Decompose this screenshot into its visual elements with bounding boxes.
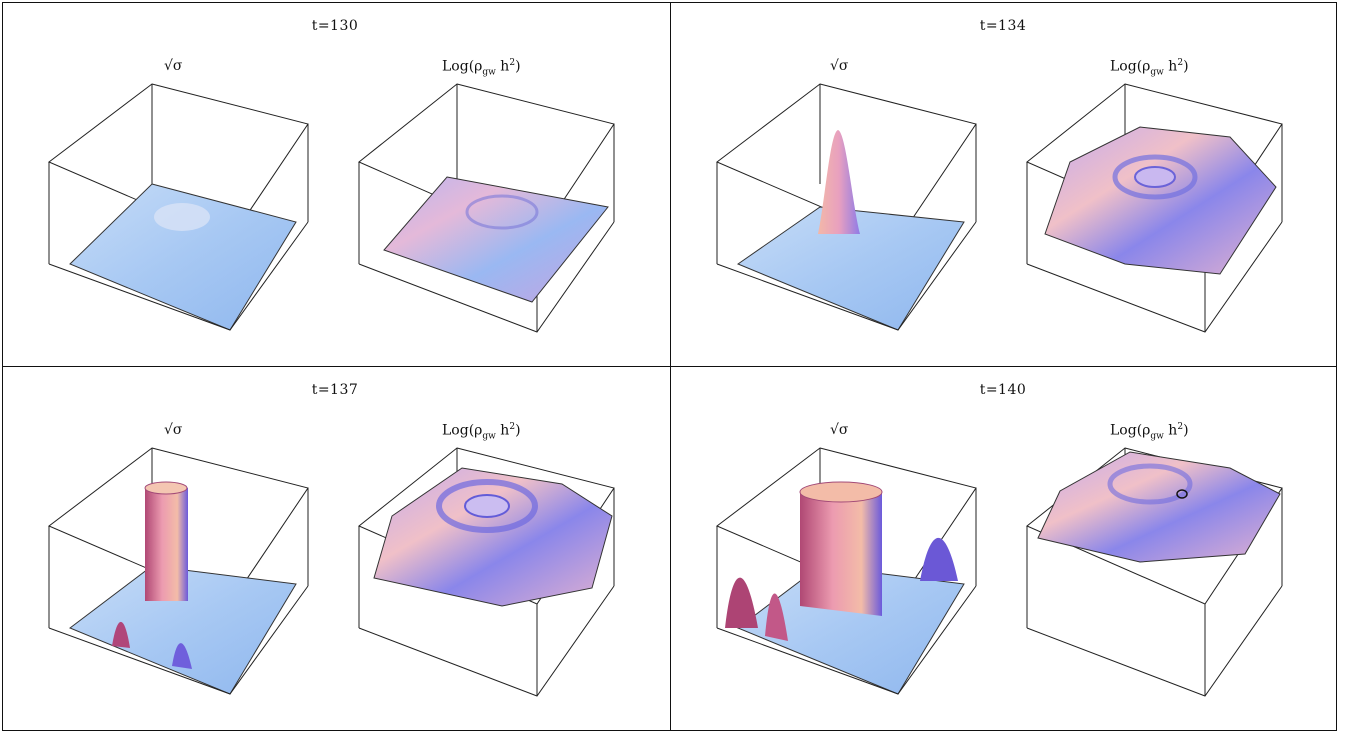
sqrt-sigma-plot: [716, 83, 977, 331]
log-rho-label: Log(ρgw h2): [442, 58, 521, 78]
panel-plots: [716, 83, 1283, 333]
sqrt-sigma-plot: [48, 447, 309, 695]
log-rho-label: Log(ρgw h2): [442, 422, 521, 442]
figure-grid: [2, 2, 1337, 731]
panel-t134: t=134 √σ Log(ρgw h2): [670, 2, 1336, 365]
sqrt-sigma-label: √σ: [164, 58, 183, 74]
panel-t130: t=130 √σ Log(ρgw h2): [2, 2, 668, 365]
sqrt-sigma-label: √σ: [830, 58, 849, 74]
sqrt-sigma-label: √σ: [164, 422, 183, 438]
panel-time-label: t=130: [311, 18, 359, 34]
panel-plots: [48, 83, 615, 333]
panel-t140: t=140 √σ Log(ρgw h2): [670, 366, 1336, 729]
log-rho-label: Log(ρgw h2): [1110, 422, 1189, 442]
panel-plots: [716, 447, 1283, 697]
log-rho-label: Log(ρgw h2): [1110, 58, 1189, 78]
log-rho-plot: [358, 83, 615, 333]
log-rho-plot: [358, 447, 615, 697]
panel-time-label: t=134: [979, 18, 1027, 34]
sqrt-sigma-label: √σ: [830, 422, 849, 438]
sqrt-sigma-plot: [48, 83, 309, 331]
panel-time-label: t=140: [979, 382, 1027, 398]
sqrt-sigma-plot: [716, 447, 977, 695]
panel-plots: [48, 447, 615, 697]
log-rho-plot: [1026, 83, 1283, 333]
grid-divider-horizontal: [3, 366, 1336, 367]
panel-t137: t=137 √σ Log(ρgw h2): [2, 366, 668, 729]
log-rho-plot: [1026, 447, 1283, 697]
panel-time-label: t=137: [311, 382, 359, 398]
